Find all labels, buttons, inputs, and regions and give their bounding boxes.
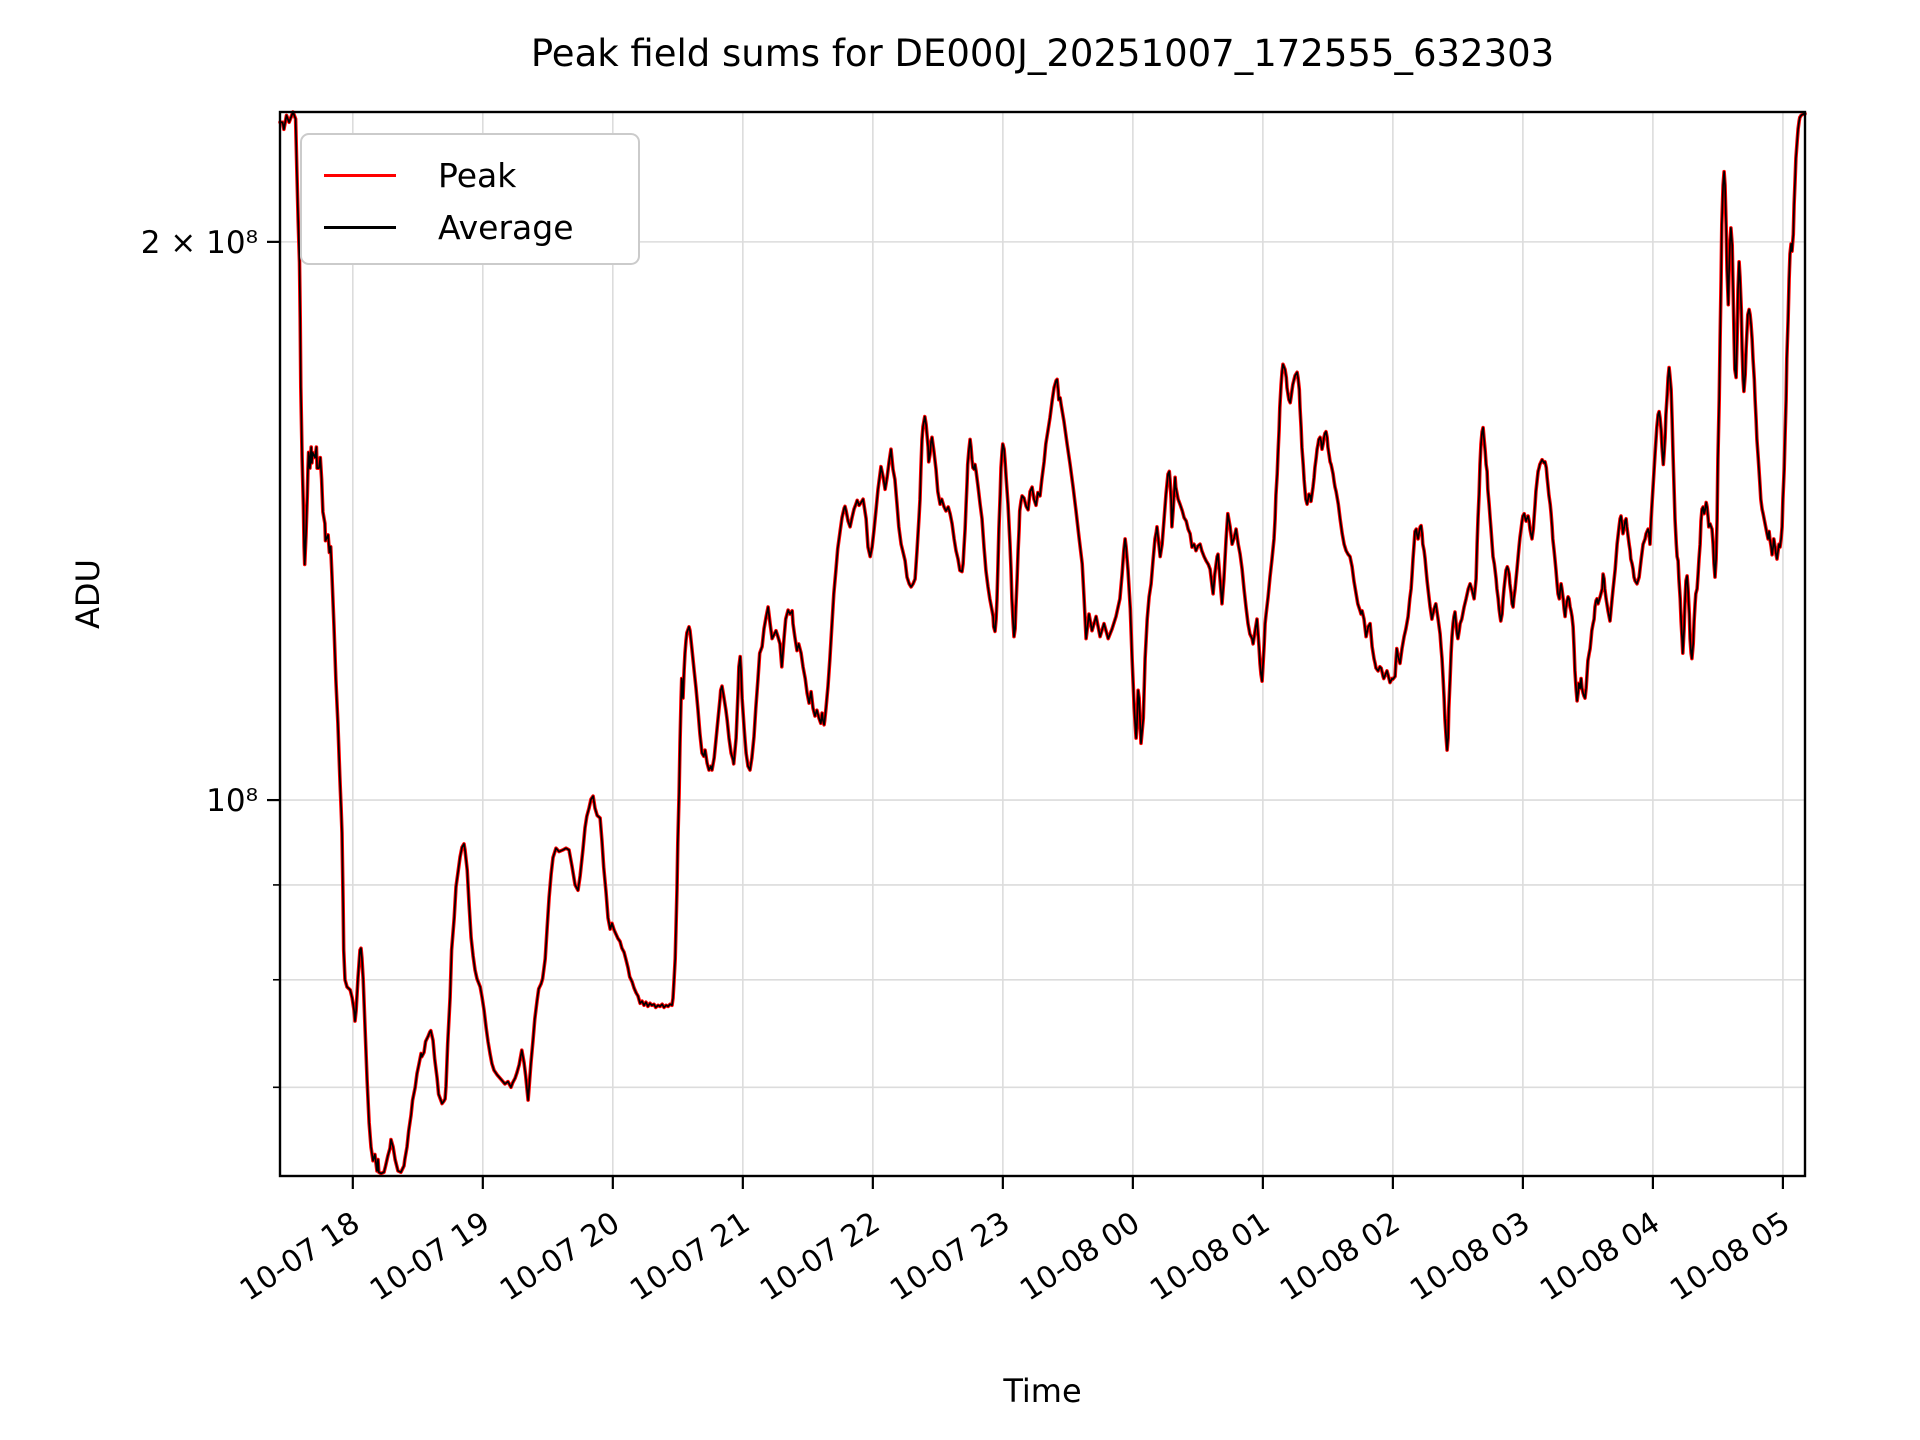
x-tick-label: 10-08 03 <box>1404 1205 1536 1308</box>
legend-label-average: Average <box>438 207 574 247</box>
peak-series-line <box>278 110 1807 1176</box>
x-tick-label: 10-08 04 <box>1534 1205 1666 1308</box>
x-tick-label: 10-07 18 <box>234 1205 366 1308</box>
x-tick-label: 10-07 19 <box>364 1205 496 1308</box>
x-tick-label: 10-08 01 <box>1144 1205 1276 1308</box>
x-tick-label: 10-07 22 <box>754 1205 886 1308</box>
legend-item-average: Average <box>302 201 638 253</box>
x-tick-label: 10-08 00 <box>1014 1205 1146 1308</box>
legend: Peak Average <box>300 133 640 265</box>
x-axis-label: Time <box>1003 1372 1082 1410</box>
average-line-swatch <box>324 225 396 229</box>
legend-item-peak: Peak <box>302 149 638 201</box>
y-tick-label: 2 × 10⁸ <box>141 225 258 261</box>
axes-frame <box>278 110 1807 1178</box>
x-tick-label: 10-08 02 <box>1274 1205 1406 1308</box>
x-tick-label: 10-07 20 <box>494 1205 626 1308</box>
peak-line-swatch <box>324 173 396 177</box>
x-tick-label: 10-08 05 <box>1664 1205 1796 1308</box>
x-tick-label: 10-07 23 <box>884 1205 1016 1308</box>
x-tick-label: 10-07 21 <box>624 1205 756 1308</box>
y-tick-label: 10⁸ <box>206 783 258 819</box>
chart-title: Peak field sums for DE000J_20251007_1725… <box>530 32 1555 75</box>
average-series-line <box>279 111 1806 1175</box>
legend-label-peak: Peak <box>438 155 517 195</box>
